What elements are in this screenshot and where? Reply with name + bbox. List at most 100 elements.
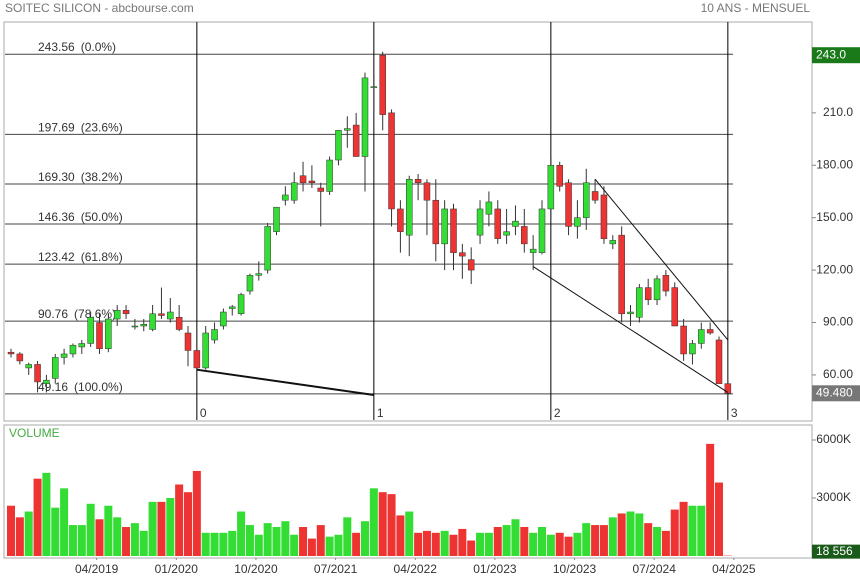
price-tag	[812, 47, 860, 64]
volume-bar	[33, 478, 42, 556]
volume-bar	[352, 532, 361, 556]
candle-body	[105, 318, 112, 349]
fib-value: 90.76	[38, 307, 68, 321]
y-tick-label: 90.00	[823, 315, 853, 329]
price-tag-label: 49.480	[816, 385, 853, 399]
fib-label: 49.16 (100.0%)	[38, 380, 123, 394]
x-tick-label: 07/2021	[314, 562, 358, 576]
volume-bar	[405, 511, 414, 556]
volume-bar	[148, 501, 157, 556]
trendline	[532, 266, 729, 393]
candle-body	[388, 112, 395, 210]
fib-label: 197.69 (23.6%)	[38, 121, 123, 135]
fib-value: 146.36	[38, 210, 75, 224]
volume-bar	[307, 538, 316, 556]
candle-body	[574, 217, 581, 227]
volume-bar	[582, 523, 591, 556]
x-tick-label: 10/2023	[553, 562, 597, 576]
y-tick-label: 120.00	[816, 262, 853, 276]
time-marker-label: 0	[200, 406, 207, 420]
candle-body	[122, 310, 130, 315]
candle-body	[414, 178, 422, 183]
volume-bar	[210, 532, 219, 556]
fib-pct: (78.6%)	[74, 307, 116, 321]
candle-body	[237, 294, 245, 315]
volume-label: VOLUME	[9, 426, 60, 440]
volume-bar	[122, 527, 131, 556]
fib-value: 169.30	[38, 170, 75, 184]
candle-body	[361, 77, 369, 157]
volume-bar	[706, 443, 715, 556]
candle-body	[583, 182, 590, 218]
volume-bar	[467, 540, 476, 556]
fib-label: 90.76 (78.6%)	[38, 307, 116, 321]
candle-body	[344, 128, 351, 131]
candle-body	[662, 275, 670, 292]
fib-pct: (23.6%)	[81, 121, 123, 135]
candle-body	[423, 182, 431, 201]
volume-bar	[245, 525, 254, 556]
candle-body	[96, 322, 103, 349]
fib-label: 169.30 (38.2%)	[38, 170, 123, 184]
candle-body	[43, 379, 50, 384]
candle-body	[149, 313, 156, 330]
time-marker-label: 1	[377, 406, 384, 420]
candle-body	[140, 324, 147, 327]
candle-body	[529, 248, 537, 253]
candle-body	[715, 339, 723, 384]
volume-tag	[812, 544, 860, 559]
volume-bar	[679, 501, 688, 556]
candle-body	[441, 208, 448, 245]
volume-bar	[139, 530, 148, 556]
volume-bar	[24, 511, 33, 556]
candle-body	[556, 165, 563, 187]
candle-body	[538, 208, 546, 253]
candle-body	[547, 165, 555, 210]
volume-bar	[334, 534, 343, 556]
volume-bar	[263, 523, 272, 556]
candle-body	[689, 343, 696, 355]
candle-body	[193, 350, 201, 369]
fib-value: 123.42	[38, 250, 75, 264]
candle-body	[282, 194, 289, 201]
y-tick-label: 60.00	[823, 367, 853, 381]
volume-bar	[688, 505, 697, 556]
volume-bar	[608, 517, 617, 556]
volume-bar	[431, 532, 440, 556]
candle-body	[476, 208, 484, 236]
fib-value: 49.16	[38, 380, 68, 394]
candle-body	[503, 231, 510, 236]
volume-bar	[325, 536, 334, 556]
volume-bar	[564, 536, 573, 556]
x-tick-label: 01/2020	[155, 562, 199, 576]
candle-body	[459, 252, 466, 257]
volume-bar	[7, 505, 15, 556]
candle-body	[175, 317, 183, 330]
volume-bar	[653, 527, 662, 556]
y-tick-label: 210.0	[823, 105, 853, 119]
price-tag	[812, 385, 860, 402]
fib-pct: (38.2%)	[81, 170, 123, 184]
candle-body	[609, 240, 617, 245]
candle-body	[644, 287, 652, 301]
volume-bar	[42, 472, 51, 556]
volume-bar	[458, 528, 467, 556]
candle-body	[202, 332, 209, 369]
price-tag-label: 243.0	[816, 47, 846, 61]
volume-bar	[414, 532, 423, 556]
candle-body	[299, 175, 307, 183]
fib-pct: (61.8%)	[81, 250, 123, 264]
candle-body	[167, 311, 174, 320]
candle-body	[618, 234, 625, 315]
trendline	[594, 178, 729, 341]
candle-body	[52, 357, 59, 379]
volume-bar	[68, 525, 77, 556]
volume-bar	[555, 532, 564, 556]
candle-body	[450, 208, 457, 253]
candle-body	[255, 273, 263, 276]
volume-bar	[343, 517, 352, 556]
candle-body	[78, 343, 86, 348]
volume-bar	[201, 532, 210, 556]
volume-bar	[60, 488, 69, 556]
candle-body	[158, 313, 165, 316]
